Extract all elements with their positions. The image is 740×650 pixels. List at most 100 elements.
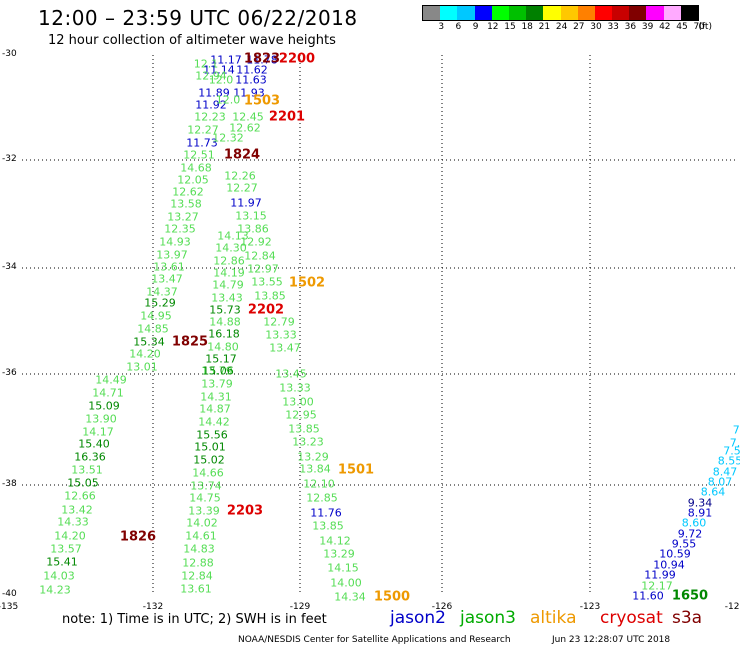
pass-time-label: 2203 [226, 503, 264, 519]
wave-height-label: 12.66 [64, 489, 96, 503]
wave-height-label: 14.15 [327, 561, 359, 575]
scale-label: 21 [538, 22, 551, 32]
scale-label: 33 [607, 22, 619, 32]
wave-height-label: 13.97 [156, 248, 188, 262]
wave-height-label: 11.62 [236, 63, 268, 77]
wave-height-label: 15.01 [194, 440, 226, 454]
scale-label: 36 [624, 22, 637, 32]
scale-swatch [543, 6, 561, 20]
wave-height-label: 11.92 [195, 98, 227, 112]
wave-height-label: 13.57 [50, 542, 82, 556]
wave-height-label: 13.79 [201, 364, 233, 378]
wave-height-label: 14.68 [180, 161, 212, 175]
wave-height-label: 14.13 [217, 229, 249, 243]
wave-height-label: 13.33 [265, 328, 297, 342]
scale-swatch [663, 6, 681, 20]
wave-height-label: 12.84 [181, 569, 213, 583]
lat-tick-label: -30 [2, 49, 17, 59]
wave-height-label: 12.94 [195, 69, 227, 83]
wave-height-label: 14.34 [334, 590, 366, 604]
map-title: 12:00 – 23:59 UTC 06/22/2018 [38, 6, 358, 30]
wave-height-label: 13.29 [297, 450, 329, 464]
wave-height-label: 14.19 [213, 266, 245, 280]
color-scale-labels: 3 6 9 12 15 18 21 24 27 30 33 36 39 42 45 70 (ft) [422, 22, 724, 34]
wave-height-label: 14.49 [95, 373, 127, 387]
wave-height-label: 13.61 [180, 582, 212, 596]
lat-tick-label: -38 [2, 479, 17, 489]
wave-height-label: 12.10 [303, 477, 335, 491]
pass-time-label: 1826 [119, 529, 157, 545]
satellite-legend-altika: altika [530, 608, 577, 628]
wave-height-label: 12.27 [226, 181, 258, 195]
wave-height-label: 15.09 [88, 399, 120, 413]
wave-height-label: 14.33 [57, 515, 89, 529]
pass-time-label: 1503 [243, 93, 281, 109]
scale-swatch [594, 6, 613, 20]
wave-height-label: 14.93 [159, 235, 191, 249]
scale-label: 9 [472, 22, 479, 32]
wave-height-label: 13.85 [254, 289, 286, 303]
wave-height-label: 14.03 [43, 569, 75, 583]
wave-height-label: 14.00 [330, 576, 362, 590]
wave-height-label: 12.17 [641, 579, 673, 593]
wave-height-label: 10.94 [653, 558, 685, 572]
wave-height-label: 8.47 [712, 465, 738, 479]
scale-label: 18 [521, 22, 533, 32]
satellite-legend-jason3: jason3 [460, 608, 516, 628]
lon-tick-label: -135 [0, 602, 19, 612]
pass-time-label: 1501 [337, 462, 375, 478]
pass-time-label: 2201 [268, 109, 306, 125]
wave-height-label: 13.85 [312, 519, 344, 533]
wave-height-label: 12.88 [182, 556, 214, 570]
wave-height-label: 12.45 [232, 110, 264, 124]
wave-height-label: 12.05 [177, 173, 209, 187]
wave-height-label: 12.85 [306, 491, 338, 505]
lon-tick-label: -123 [579, 602, 601, 612]
wave-height-label: 7. [729, 436, 740, 450]
scale-swatch [680, 6, 698, 20]
wave-height-label: 12.51 [183, 148, 215, 162]
wave-height-label: 12.79 [263, 315, 295, 329]
wave-height-label: 13.58 [170, 197, 202, 211]
wave-height-label: 15.02 [193, 453, 225, 467]
wave-height-label: 15.73 [209, 303, 241, 317]
wave-height-label: 13.29 [323, 547, 355, 561]
scale-label: 30 [590, 22, 602, 32]
wave-height-label: 12.86 [213, 254, 245, 268]
scale-swatch [560, 6, 578, 20]
wave-height-label: 14.02 [186, 516, 218, 530]
wave-height-label: 10.59 [659, 547, 691, 561]
lon-tick-label: -129 [289, 602, 311, 612]
scale-swatch [526, 6, 544, 20]
wave-height-label: 12.84 [244, 249, 276, 263]
wave-height-label: 13.74 [190, 479, 222, 493]
lon-tick-label: -132 [142, 602, 164, 612]
wave-height-label: 13.45 [275, 367, 307, 381]
lat-tick-label: -32 [2, 154, 17, 164]
wave-height-label: 11.60 [632, 589, 664, 603]
wave-height-label: 13.33 [279, 381, 311, 395]
wave-height-label: 13.51 [71, 463, 103, 477]
wave-height-label: 11.97 [230, 196, 262, 210]
scale-swatch [457, 6, 475, 20]
wave-height-label: 14.20 [129, 347, 161, 361]
scale-label: 12 [487, 22, 499, 32]
wave-height-label: 13.85 [288, 422, 320, 436]
wave-height-label: 13.42 [61, 503, 93, 517]
wave-height-label: 13.90 [85, 412, 117, 426]
satellite-legend-jason2: jason2 [390, 608, 446, 628]
lon-tick-label: -126 [431, 602, 453, 612]
pass-time-label: 1650 [671, 588, 709, 604]
wave-height-label: 13.43 [211, 291, 243, 305]
wave-height-label: 12.62 [172, 185, 204, 199]
wave-height-label: 9.72 [677, 527, 703, 541]
wave-height-label: 14.87 [199, 402, 231, 416]
wave-height-label: 13.00 [282, 395, 314, 409]
wave-height-label: 14.85 [137, 322, 169, 336]
scale-swatch [491, 6, 509, 20]
wave-height-label: 11.73 [186, 136, 218, 150]
wave-height-label: 15.34 [133, 335, 165, 349]
scale-label: 42 [659, 22, 671, 32]
pass-time-label: 1825 [171, 334, 209, 350]
pass-time-label: 2202 [247, 302, 285, 318]
